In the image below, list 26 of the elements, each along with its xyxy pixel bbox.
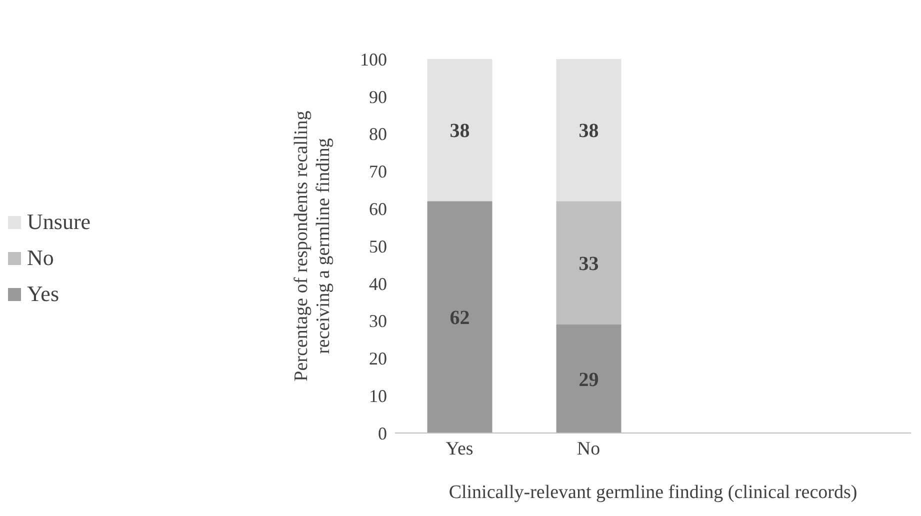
y-tick-label: 40	[369, 274, 387, 294]
bar	[427, 59, 492, 202]
x-axis-title: Clinically-relevant germline finding (clinical records)	[448, 482, 858, 503]
y-tick-label: 100	[360, 49, 387, 70]
y-tick-label: 10	[369, 386, 387, 406]
y-tick-label: 30	[369, 311, 387, 332]
y-tick-label: 20	[369, 348, 387, 369]
legend-label: Yes	[27, 281, 60, 307]
data-label: 33	[578, 252, 599, 275]
data-label: 38	[450, 120, 470, 142]
bar	[556, 59, 622, 202]
y-tick-label: 50	[369, 236, 387, 256]
data-label: 29	[578, 368, 599, 391]
legend-label: Unsure	[27, 209, 91, 235]
y-tick-label: 60	[369, 198, 387, 219]
legend-label: No	[27, 245, 54, 271]
bar	[556, 324, 622, 433]
y-tick-label: 0	[378, 423, 387, 444]
data-label: 62	[450, 307, 470, 330]
y-tick-label: 80	[369, 124, 387, 144]
y-tick-label: 70	[369, 162, 387, 182]
y-axis-title: Percentage of respondents recalling receiving a germline finding	[291, 110, 334, 382]
bar	[427, 201, 492, 433]
y-tick-label: 90	[369, 86, 387, 107]
data-label: 38	[578, 120, 599, 142]
bar	[556, 201, 622, 325]
